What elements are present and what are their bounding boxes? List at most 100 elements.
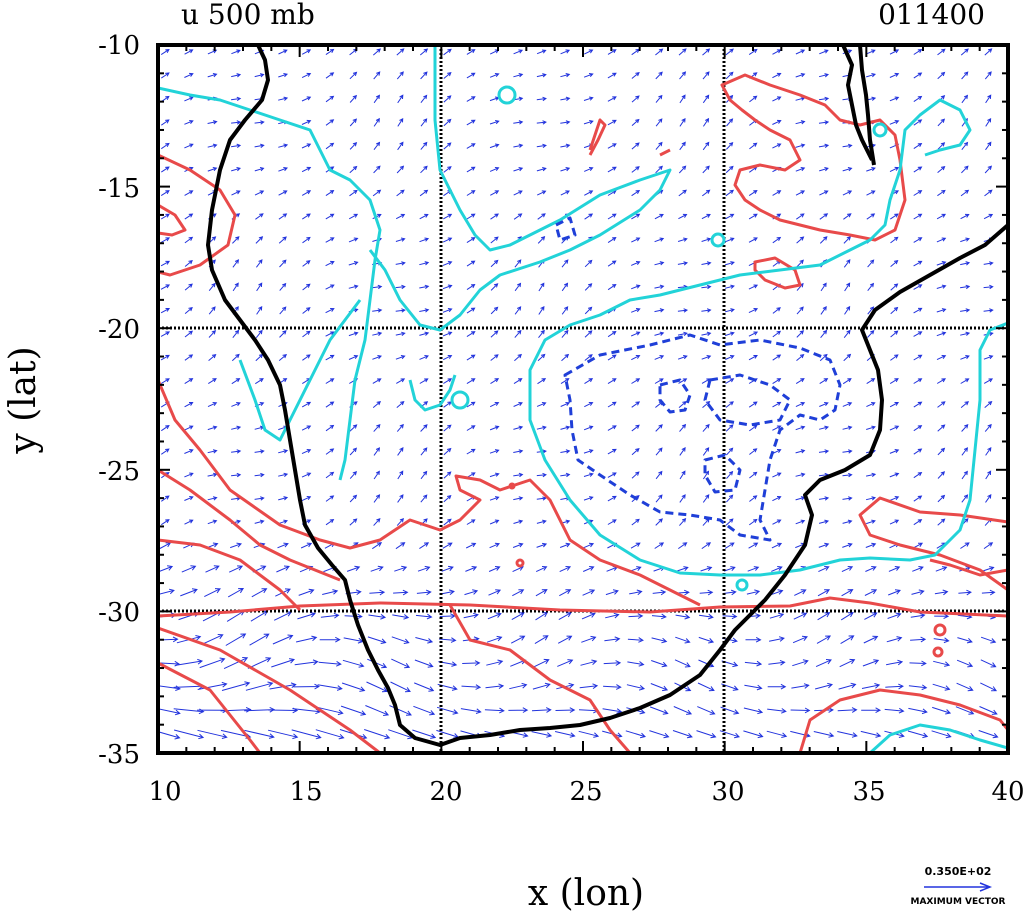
- wind-vector: [254, 472, 265, 478]
- wind-vector: [513, 425, 524, 430]
- wind-vector: [772, 401, 782, 408]
- wind-vector: [369, 589, 386, 596]
- wind-vector: [960, 48, 969, 56]
- wind-vector: [349, 165, 358, 174]
- wind-vector: [490, 330, 499, 338]
- wind-vector: [513, 402, 523, 407]
- wind-vector: [419, 261, 430, 266]
- wind-vector: [254, 167, 265, 172]
- contour-zero-north: [368, 45, 672, 332]
- wind-vector: [956, 659, 974, 668]
- wind-vector: [560, 378, 570, 385]
- wind-vector: [677, 261, 689, 266]
- wind-vector: [184, 260, 193, 267]
- contour-positive-cell-4: [508, 482, 516, 490]
- wind-vector: [888, 566, 901, 572]
- wind-vector: [538, 282, 545, 292]
- wind-vector: [631, 261, 641, 266]
- wind-vector: [913, 72, 923, 79]
- wind-vector: [817, 612, 831, 621]
- wind-vector: [325, 308, 335, 314]
- contour-negative-large: [563, 333, 842, 542]
- axis-ticks: [157, 44, 1009, 754]
- wind-vector: [961, 94, 969, 104]
- wind-vector: [603, 660, 622, 666]
- wind-vector: [772, 236, 782, 244]
- wind-vector: [325, 519, 335, 526]
- wind-vector: [790, 707, 811, 714]
- wind-vector: [414, 682, 435, 692]
- wind-vector: [278, 96, 289, 101]
- wind-vector: [672, 730, 693, 739]
- wind-vector: [557, 659, 574, 667]
- wind-vector: [913, 190, 923, 196]
- contour-positive-south-3: [158, 661, 262, 753]
- wind-vector: [937, 424, 946, 432]
- wind-vector: [349, 71, 358, 80]
- wind-vector: [325, 48, 335, 56]
- wind-vector: [961, 165, 969, 174]
- wind-vector: [913, 237, 923, 243]
- wind-vector: [865, 542, 877, 548]
- wind-vector: [531, 731, 553, 738]
- wind-vector: [558, 612, 572, 621]
- wind-vector: [325, 378, 335, 384]
- contour-zero-cell-5: [735, 578, 749, 592]
- wind-vector: [842, 425, 853, 430]
- wind-vector: [536, 143, 547, 148]
- wind-vector: [393, 589, 409, 596]
- wind-vector: [583, 73, 594, 78]
- wind-vector: [254, 449, 265, 454]
- wind-vector: [254, 73, 265, 78]
- wind-vector: [629, 589, 643, 596]
- wind-vector: [466, 213, 476, 220]
- wind-vector: [348, 331, 359, 337]
- wind-vector: [631, 401, 641, 408]
- wind-vector: [890, 213, 899, 220]
- wind-vector: [348, 261, 359, 266]
- wind-vector: [746, 589, 761, 595]
- wind-vector: [160, 331, 171, 337]
- wind-vector: [244, 729, 275, 739]
- wind-vector: [837, 707, 858, 713]
- wind-vector: [395, 355, 406, 360]
- wind-vector: [724, 542, 735, 549]
- wind-vector: [651, 660, 668, 668]
- wind-vector: [197, 729, 228, 739]
- wind-vector: [889, 496, 900, 501]
- x-tick-label: 25: [569, 777, 602, 807]
- wind-vector: [934, 589, 949, 596]
- wind-vector: [866, 425, 876, 430]
- wind-vector: [278, 49, 288, 55]
- wind-vector: [372, 355, 382, 360]
- wind-vector: [772, 472, 782, 478]
- wind-vector: [441, 565, 454, 572]
- wind-vector: [511, 612, 525, 621]
- wind-vector: [561, 353, 570, 362]
- wind-vector: [839, 658, 856, 668]
- wind-vector: [984, 189, 993, 197]
- wind-vector: [867, 330, 875, 338]
- wind-vector: [677, 237, 688, 242]
- wind-vector: [325, 119, 335, 126]
- wind-vector: [630, 542, 641, 549]
- wind-vector: [679, 117, 686, 127]
- wind-vector: [985, 117, 992, 127]
- wind-vector: [796, 259, 804, 268]
- wind-vector: [184, 190, 194, 196]
- wind-vector: [724, 308, 735, 313]
- wind-vector: [490, 213, 499, 220]
- wind-vector: [300, 542, 313, 549]
- wind-vector: [701, 542, 712, 550]
- wind-vector: [889, 72, 900, 78]
- wind-vector: [818, 449, 830, 454]
- coastline-lake: [841, 45, 874, 161]
- wind-vector: [744, 684, 763, 691]
- wind-vector: [795, 49, 806, 55]
- wind-vector: [933, 660, 951, 667]
- wind-vector: [442, 261, 453, 266]
- wind-vector: [201, 634, 224, 646]
- wind-vector: [466, 190, 476, 196]
- wind-vector: [677, 355, 688, 360]
- wind-vector: [886, 659, 904, 666]
